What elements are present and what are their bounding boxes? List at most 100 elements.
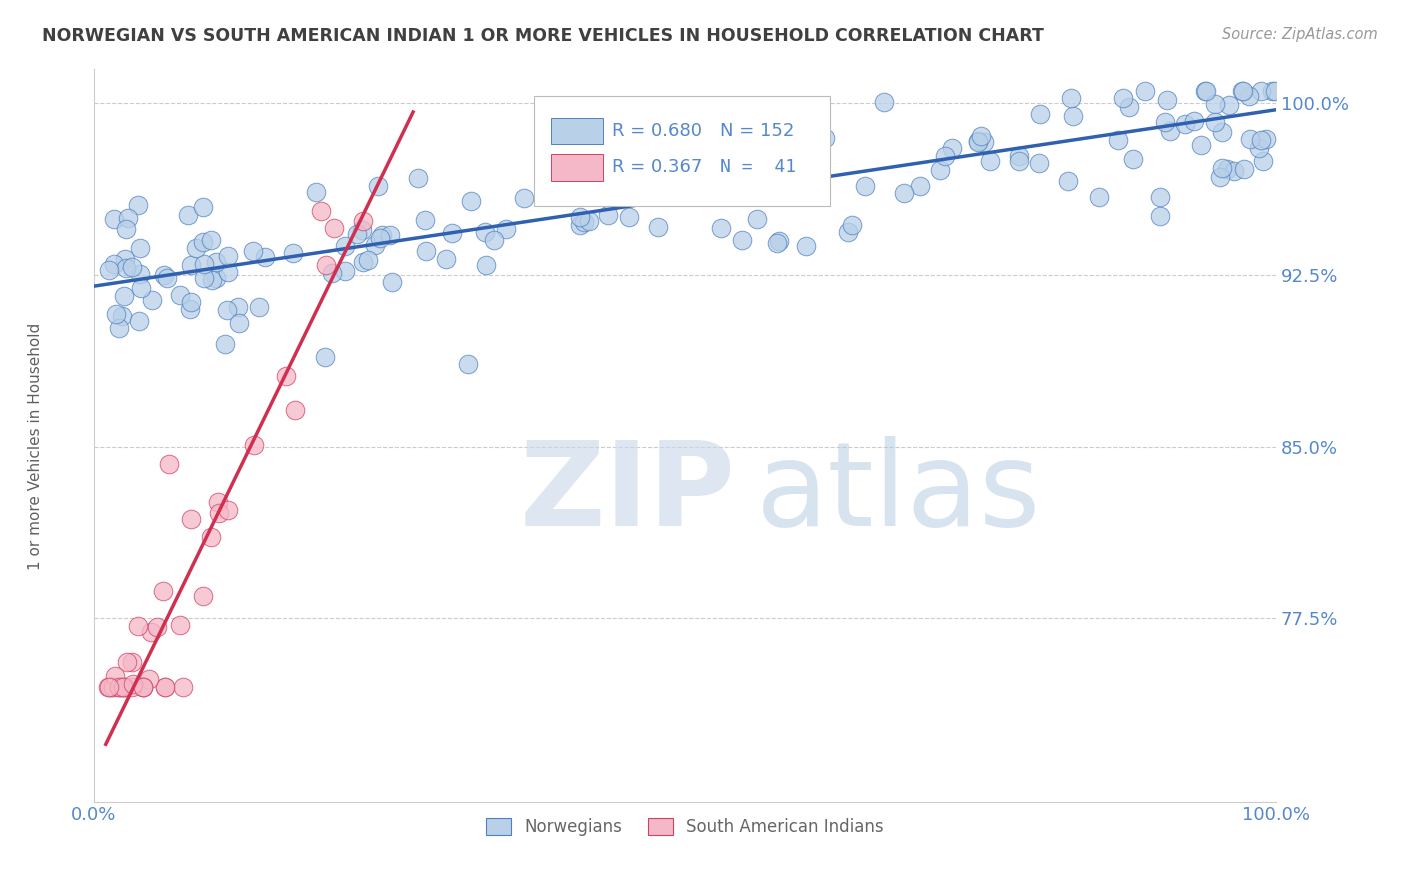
Point [1107, 133, 1129, 147]
Point [98, 680, 121, 694]
Point [1008, 149, 1031, 163]
Point [112, 289, 135, 303]
Point [1250, 132, 1272, 146]
Point [1250, 84, 1272, 98]
Point [121, 677, 143, 691]
Point [97, 263, 120, 277]
Point [814, 130, 837, 145]
Point [103, 257, 125, 271]
Point [333, 238, 356, 252]
Point [228, 300, 250, 314]
Point [1008, 154, 1031, 169]
Point [1154, 114, 1177, 128]
Point [193, 235, 215, 250]
Point [1149, 190, 1171, 204]
Point [413, 213, 436, 227]
Point [758, 188, 780, 202]
Point [609, 172, 631, 186]
Point [1195, 84, 1218, 98]
Point [731, 234, 754, 248]
Point [114, 261, 136, 276]
Point [184, 241, 207, 255]
Point [205, 270, 228, 285]
Point [637, 188, 659, 202]
Point [495, 222, 517, 236]
Point [346, 227, 368, 242]
Point [180, 295, 202, 310]
Point [352, 214, 374, 228]
Point [138, 672, 160, 686]
Point [973, 135, 995, 149]
Point [207, 495, 229, 509]
Point [114, 252, 136, 266]
FancyBboxPatch shape [551, 154, 603, 181]
Point [474, 225, 496, 239]
Point [853, 178, 876, 193]
Point [180, 512, 202, 526]
Point [1215, 161, 1237, 176]
Point [1230, 84, 1253, 98]
Point [284, 403, 307, 417]
Point [1088, 189, 1111, 203]
Point [568, 218, 591, 232]
Point [117, 655, 139, 669]
Point [180, 258, 202, 272]
Point [169, 288, 191, 302]
Point [153, 680, 176, 694]
Point [683, 174, 706, 188]
Point [111, 680, 134, 694]
Point [600, 178, 623, 192]
Point [755, 174, 778, 188]
Point [323, 220, 346, 235]
Point [217, 249, 239, 263]
Point [1204, 96, 1226, 111]
Point [129, 267, 152, 281]
Point [475, 258, 498, 272]
Point [253, 251, 276, 265]
Point [115, 222, 138, 236]
Point [406, 170, 429, 185]
FancyBboxPatch shape [534, 95, 831, 206]
Point [152, 583, 174, 598]
Point [484, 234, 506, 248]
Point [585, 113, 607, 128]
Point [966, 136, 988, 150]
Point [153, 268, 176, 282]
Point [1028, 156, 1050, 170]
Point [111, 309, 134, 323]
Point [378, 227, 401, 242]
Point [1239, 131, 1261, 145]
Point [131, 680, 153, 694]
Point [214, 337, 236, 351]
Point [146, 620, 169, 634]
Point [1209, 169, 1232, 184]
Point [205, 255, 228, 269]
Point [228, 316, 250, 330]
Point [243, 438, 266, 452]
Point [967, 134, 990, 148]
Text: Source: ZipAtlas.com: Source: ZipAtlas.com [1222, 27, 1378, 42]
Point [710, 221, 733, 235]
Point [979, 153, 1001, 168]
Point [794, 239, 817, 253]
Point [242, 244, 264, 258]
Point [572, 215, 595, 229]
Point [215, 302, 238, 317]
Point [105, 307, 128, 321]
Point [121, 260, 143, 275]
Point [107, 680, 129, 694]
Point [381, 275, 404, 289]
Point [139, 624, 162, 639]
Point [970, 128, 993, 143]
Point [103, 212, 125, 227]
Point [766, 235, 789, 250]
Point [578, 214, 600, 228]
Point [200, 530, 222, 544]
Point [1251, 153, 1274, 168]
Point [1194, 84, 1216, 98]
Point [128, 241, 150, 255]
Point [1118, 100, 1140, 114]
Point [104, 668, 127, 682]
Point [368, 230, 391, 244]
Point [156, 271, 179, 285]
